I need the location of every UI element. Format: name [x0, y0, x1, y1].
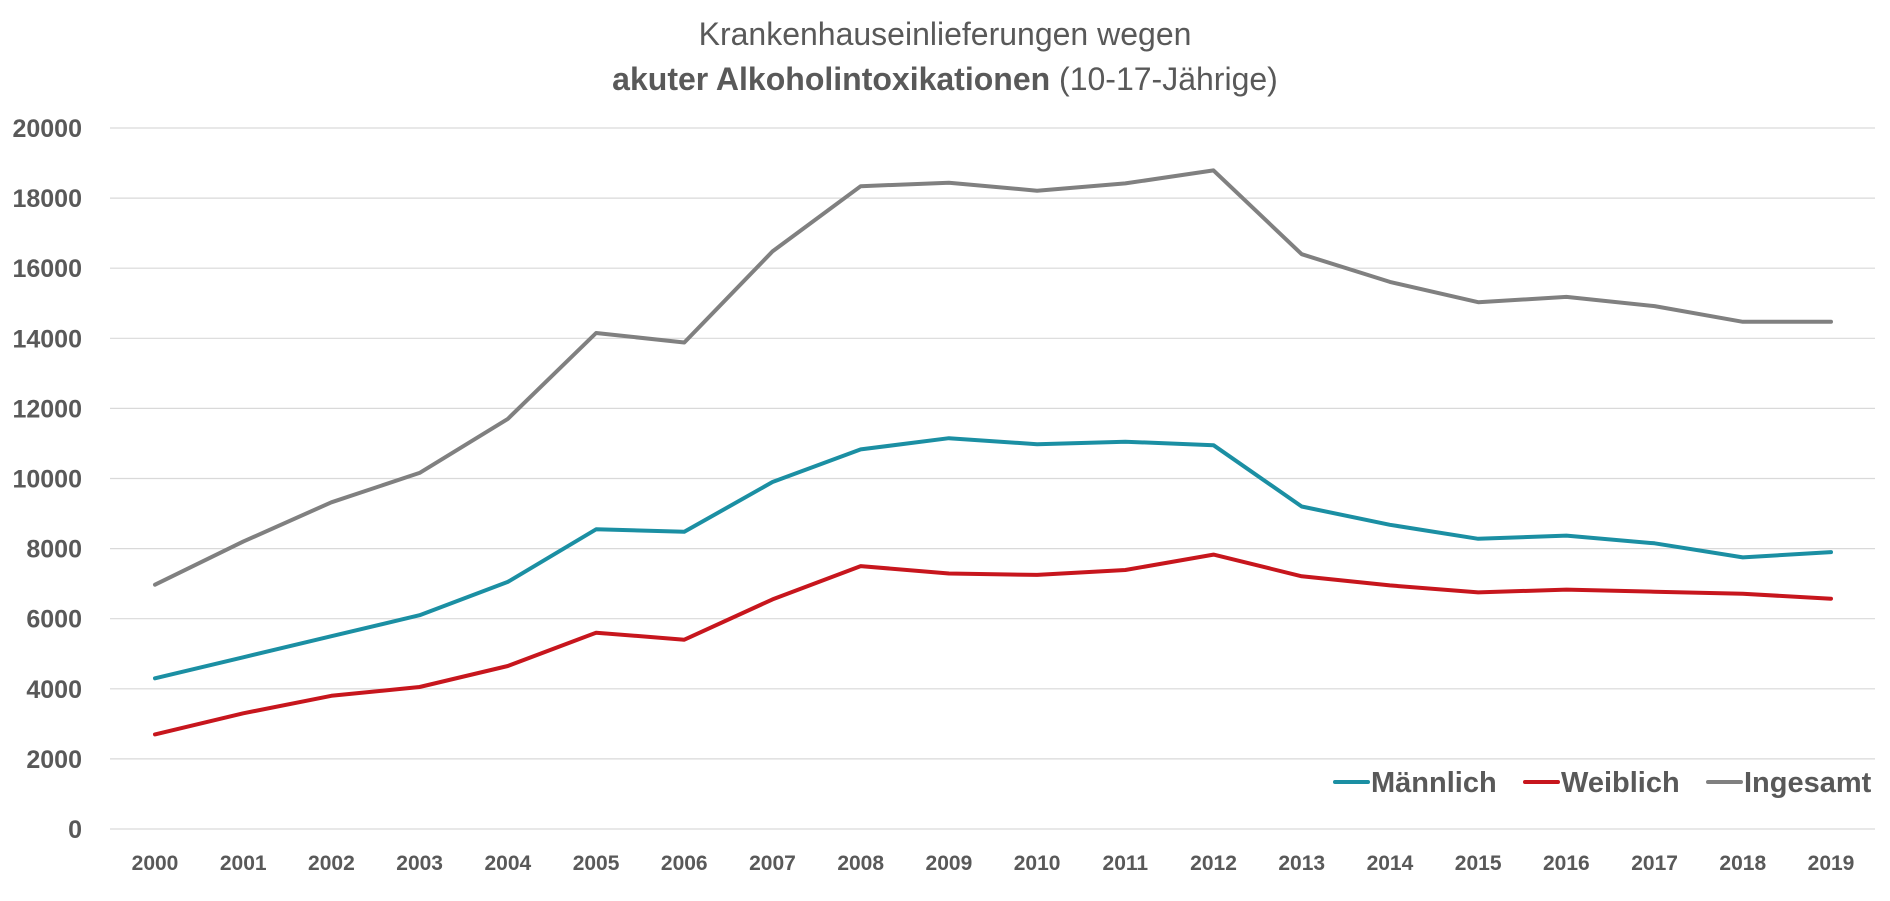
y-tick-label: 14000 [12, 325, 82, 353]
series-line-0 [153, 436, 1833, 681]
x-tick-label: 2017 [1631, 852, 1678, 875]
series-line-1 [153, 552, 1833, 737]
x-tick-label: 2003 [396, 852, 443, 875]
y-tick-label: 8000 [26, 536, 82, 564]
x-tick-label: 2004 [484, 852, 531, 875]
x-tick-label: 2018 [1719, 852, 1766, 875]
chart-title-rest: (10-17-Jährige) [1050, 61, 1278, 97]
chart-title-line2: akuter Alkoholintoxikationen (10-17-Jähr… [612, 61, 1278, 97]
x-tick-label: 2005 [573, 852, 620, 875]
y-tick-label: 6000 [26, 606, 82, 634]
x-tick-label: 2009 [926, 852, 973, 875]
x-tick-label: 2012 [1190, 852, 1237, 875]
x-tick-label: 2006 [661, 852, 708, 875]
chart-title-bold: akuter Alkoholintoxikationen [612, 61, 1050, 97]
y-tick-label: 16000 [12, 255, 82, 283]
x-tick-label: 2007 [749, 852, 796, 875]
y-tick-label: 4000 [26, 676, 82, 704]
x-tick-label: 2014 [1367, 852, 1414, 875]
chart-title-line1: Krankenhauseinlieferungen wegen [699, 16, 1192, 52]
y-tick-label: 18000 [12, 185, 82, 213]
x-axis-ticks: 2000 2001 2002 2003 2004 2005 2006 2007 2008 2009… [132, 852, 1855, 875]
gridlines [110, 127, 1875, 830]
y-tick-label: 0 [68, 816, 82, 844]
x-tick-label: 2016 [1543, 852, 1590, 875]
y-tick-label: 2000 [26, 746, 82, 774]
y-tick-label: 20000 [12, 115, 82, 143]
x-tick-label: 2000 [132, 852, 179, 875]
series-line-2 [153, 168, 1833, 587]
x-tick-label: 2010 [1014, 852, 1061, 875]
x-tick-label: 2015 [1455, 852, 1502, 875]
x-tick-label: 2011 [1103, 852, 1149, 875]
legend-label-1: Weiblich [1561, 767, 1680, 799]
x-tick-label: 2008 [837, 852, 884, 875]
series-lines [153, 168, 1833, 737]
x-tick-label: 2002 [308, 852, 355, 875]
y-tick-label: 12000 [12, 395, 82, 423]
legend: Männlich Weiblich Ingesamt [1333, 767, 1872, 799]
x-tick-label: 2001 [220, 852, 267, 875]
y-tick-label: 10000 [12, 466, 82, 494]
y-axis-ticks: 0 2000 4000 6000 8000 10000 12000 14000 16000 180… [12, 115, 82, 844]
legend-label-2: Ingesamt [1744, 767, 1872, 799]
x-tick-label: 2019 [1808, 852, 1855, 875]
x-tick-label: 2013 [1278, 852, 1325, 875]
legend-label-0: Männlich [1371, 767, 1497, 799]
